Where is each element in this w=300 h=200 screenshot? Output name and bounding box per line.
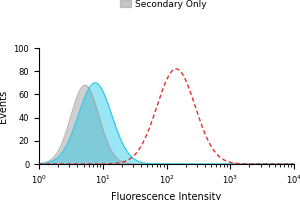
Legend: Anti-CD16/32 Ab00123-8.1, Isotype Control, Secondary Only: Anti-CD16/32 Ab00123-8.1, Isotype Contro… (120, 0, 257, 9)
Y-axis label: Events: Events (0, 89, 8, 123)
X-axis label: Fluorescence Intensity: Fluorescence Intensity (111, 192, 222, 200)
